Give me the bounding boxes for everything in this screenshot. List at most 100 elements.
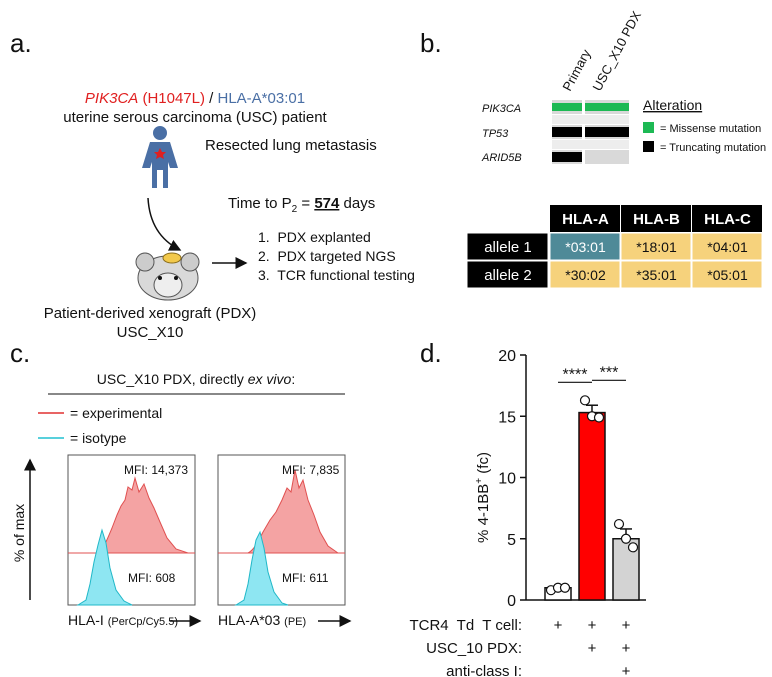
allele: *18:01 [636, 239, 677, 255]
marker: HLA-A*03 [218, 612, 284, 628]
condition-label: TCR4 Td T cell: [409, 617, 522, 634]
hla: HLA-A*03:01 [218, 90, 306, 107]
point [613, 518, 625, 530]
allele: *35:01 [636, 267, 677, 283]
histogram [67, 454, 196, 606]
header-text: HLA-C [704, 211, 751, 228]
point [620, 533, 632, 544]
condition-label: USC_10 PDX: [426, 640, 522, 657]
header-text: HLA-A [562, 211, 609, 228]
gene: PIK3CA [85, 90, 138, 107]
legend-swatch [643, 141, 654, 152]
allele: *03:01 [565, 239, 606, 255]
panel-label: d. [420, 338, 442, 368]
row-label: allele 2 [484, 267, 532, 284]
point [579, 395, 591, 406]
allele-cell [549, 260, 621, 289]
time-days: 574 [314, 195, 340, 212]
legend-item: = Missense mutation [660, 123, 761, 135]
y-tick-label: 15 [498, 409, 516, 426]
y-label-part: + [474, 478, 485, 484]
condition-mark: + [588, 617, 597, 634]
step: 2. PDX targeted NGS [258, 248, 396, 264]
gene: ARID5B [481, 152, 522, 164]
mouse-icon [135, 252, 200, 301]
allele-cell [691, 260, 763, 289]
row-label: allele 1 [484, 239, 532, 256]
panel-label: a. [10, 28, 32, 58]
title-italic: ex vivo [248, 371, 292, 387]
gene: PIK3CA [482, 103, 521, 115]
row-label-cell [466, 260, 549, 289]
condition-mark: + [622, 663, 631, 677]
gene: TP53 [482, 128, 509, 140]
mfi-label: MFI: 611 [282, 571, 329, 585]
allele-cell [620, 260, 692, 289]
condition-mark: + [554, 617, 563, 634]
y-tick-label: 10 [498, 471, 516, 488]
allele-cell [549, 232, 621, 261]
x-label: HLA-A*03 (PE) [218, 612, 306, 628]
x-label: HLA-I (PerCp/Cy5.5) [68, 612, 178, 628]
y-tick-label: 0 [507, 593, 516, 610]
panel-title: USC_X10 PDX, directly ex vivo: [97, 371, 295, 387]
y-tick-label: 5 [507, 532, 516, 549]
title-end: : [291, 371, 295, 387]
time-unit: days [339, 195, 375, 212]
y-label-part: % 4-1BB [475, 484, 492, 543]
mfi-label: MFI: 608 [128, 571, 176, 585]
point [559, 582, 571, 593]
step: 3. TCR functional testing [258, 267, 415, 283]
condition-mark: + [622, 617, 631, 634]
marker: HLA-I [68, 612, 108, 628]
y-label: % 4-1BB+ (fc) [474, 452, 492, 543]
header-text: HLA-B [633, 211, 680, 228]
time-subscript: 2 [292, 204, 298, 215]
allele: *04:01 [707, 239, 748, 255]
point [627, 542, 639, 553]
model: Patient-derived xenograft (PDX) [44, 305, 257, 322]
panel-label: c. [10, 338, 30, 368]
step: 1. PDX explanted [258, 229, 371, 245]
mfi-label: MFI: 7,835 [282, 463, 340, 477]
histogram [217, 454, 346, 606]
legend-swatch [643, 122, 654, 133]
panel-label: b. [420, 28, 442, 58]
allele-cell [691, 232, 763, 261]
time-line: Time to P2 = 574 days [228, 195, 375, 215]
separator: / [205, 90, 218, 107]
sample: USC_X10 PDX [589, 8, 644, 93]
fluor: (PerCp/Cy5.5) [108, 616, 178, 628]
legend-item: = experimental [70, 405, 162, 421]
significance: **** [563, 366, 588, 383]
time-middle: = [297, 195, 314, 212]
mutation: (H1047L) [138, 90, 205, 107]
header-cell [692, 205, 762, 232]
patient: uterine serous carcinoma (USC) patient [63, 109, 327, 126]
y-label-part: (fc) [475, 452, 492, 478]
oncoprint [552, 100, 629, 164]
allele-cell [620, 232, 692, 261]
legend-item: = isotype [70, 430, 127, 446]
condition-label: anti-class I: [446, 663, 522, 677]
bar [578, 411, 606, 601]
point [593, 412, 605, 423]
mfi-label: MFI: 14,373 [124, 463, 188, 477]
arrow [147, 197, 182, 251]
model-id: USC_X10 [117, 324, 184, 341]
allele: *30:02 [565, 267, 606, 283]
header-cell [621, 205, 691, 232]
patient-icon [142, 126, 178, 188]
condition-mark: + [588, 640, 597, 657]
significance: *** [600, 364, 619, 381]
genotype-line: PIK3CA (H1047L) / HLA-A*03:01 [85, 90, 305, 107]
title: USC_X10 PDX, directly [97, 371, 248, 387]
resection: Resected lung metastasis [205, 137, 377, 154]
allele: *05:01 [707, 267, 748, 283]
condition-mark: + [622, 640, 631, 657]
y-tick-label: 20 [498, 348, 516, 365]
row-label-cell [466, 232, 549, 261]
legend-item: = Truncating mutation [660, 142, 766, 154]
legend-title: Alteration [643, 97, 702, 113]
